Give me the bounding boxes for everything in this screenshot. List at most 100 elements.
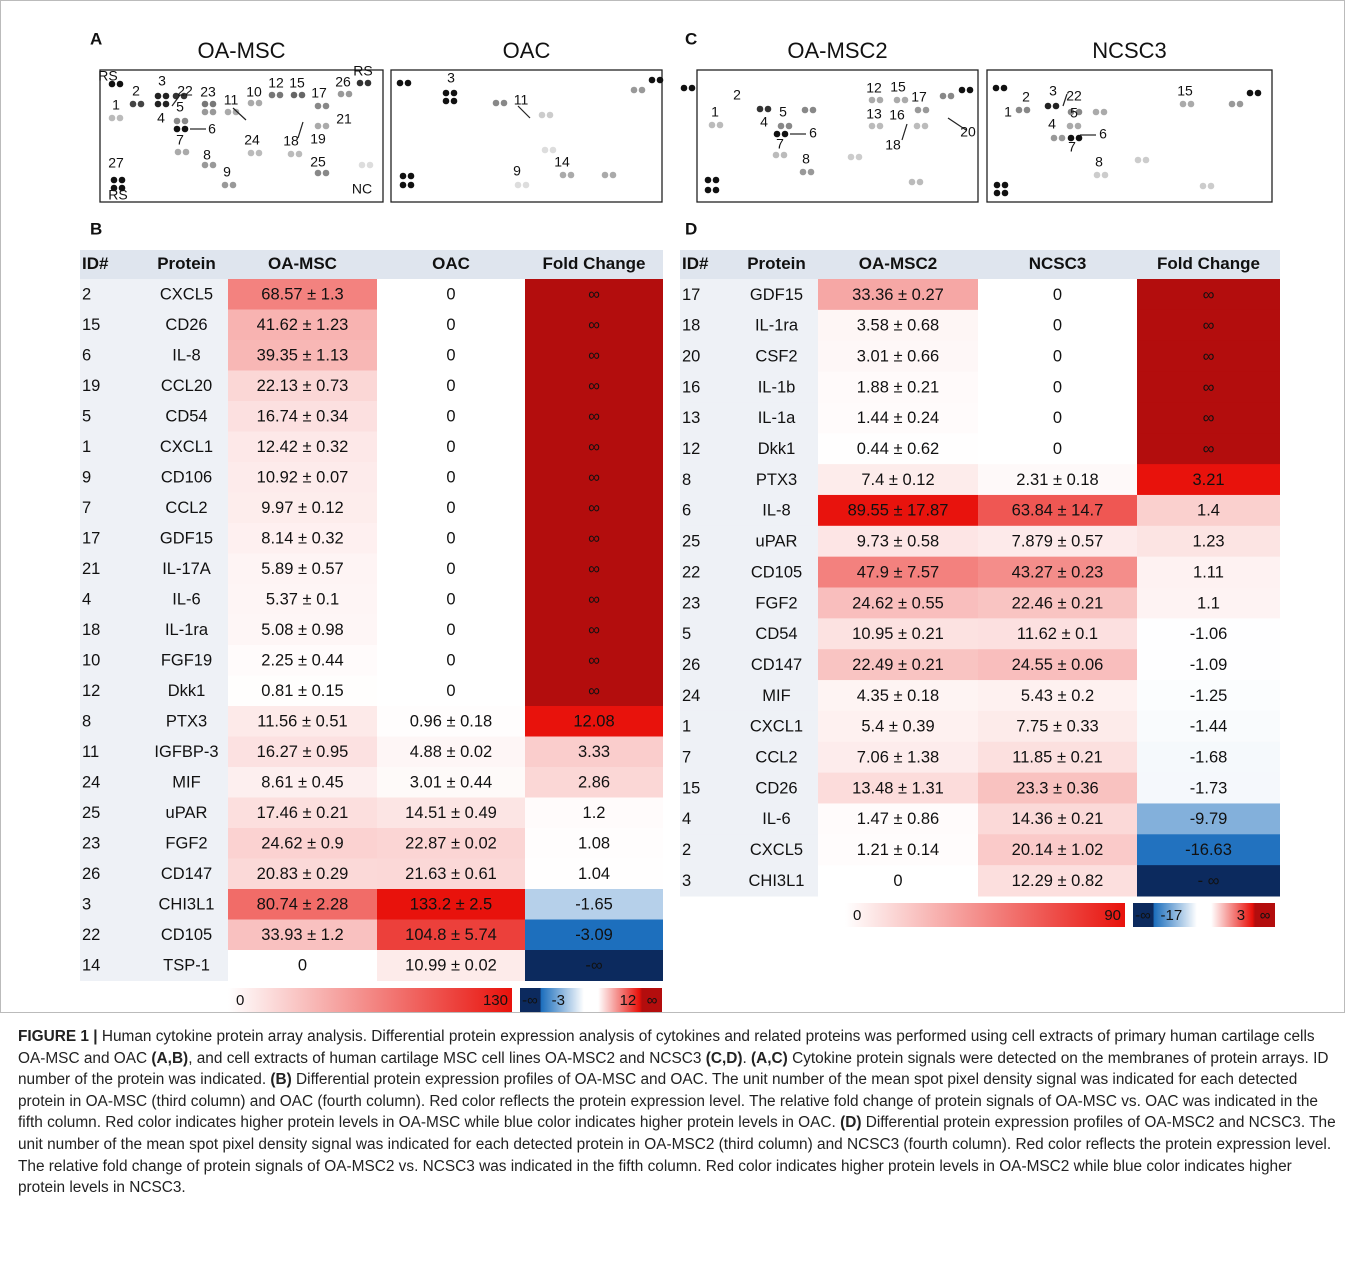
cell-text: 1.21 ± 0.14 bbox=[857, 841, 939, 859]
spot-label: 12 bbox=[268, 75, 284, 91]
cell-text: 9 bbox=[82, 469, 91, 487]
cell-text: 1.4 bbox=[1197, 502, 1220, 520]
cell-text: ∞ bbox=[1203, 347, 1215, 365]
cell-text: MIF bbox=[762, 687, 790, 705]
scale-label: 90 bbox=[1104, 907, 1121, 924]
fold-scale-label: 12 bbox=[620, 992, 637, 1009]
cell-text: 23 bbox=[82, 835, 100, 853]
spot-label: 9 bbox=[223, 164, 231, 180]
cell-text: 0 bbox=[446, 591, 455, 609]
column-header: Fold Change bbox=[1157, 254, 1260, 273]
spot-label: 3 bbox=[158, 73, 166, 89]
cell-text: 16.27 ± 0.95 bbox=[257, 743, 349, 761]
cell-text: 0 bbox=[1053, 409, 1062, 427]
array-spot bbox=[1059, 135, 1066, 142]
cell-text: FGF2 bbox=[755, 594, 797, 612]
cell-text: -1.09 bbox=[1190, 656, 1228, 674]
spot-label: 24 bbox=[244, 132, 260, 148]
cell-text: 80.74 ± 2.28 bbox=[257, 896, 349, 914]
fold-scale-label: -∞ bbox=[522, 992, 538, 1009]
figure: ABCDOA-MSCRS12322523467111012151726RS212… bbox=[0, 0, 1355, 1020]
cell-text: IGFBP-3 bbox=[154, 743, 218, 761]
array-spot bbox=[315, 103, 322, 110]
spot-label: 5 bbox=[176, 99, 184, 115]
cell-text: 104.8 ± 5.74 bbox=[405, 926, 497, 944]
cell-text: IL-1a bbox=[758, 409, 796, 427]
array-spot bbox=[299, 92, 306, 99]
cell-text: 11 bbox=[82, 743, 99, 761]
cell-text: 3.21 bbox=[1192, 471, 1224, 489]
spot-label: 21 bbox=[336, 111, 352, 127]
membrane-title: OAC bbox=[503, 38, 551, 63]
array-spot bbox=[367, 162, 374, 169]
cell-text: 2.25 ± 0.44 bbox=[261, 652, 343, 670]
array-spot bbox=[848, 154, 855, 161]
array-spot bbox=[1067, 123, 1074, 130]
array-spot bbox=[902, 97, 909, 104]
array-spot bbox=[1200, 183, 1207, 190]
array-spot bbox=[877, 97, 884, 104]
cell-text: 20.14 ± 1.02 bbox=[1012, 841, 1104, 859]
array-spot bbox=[288, 151, 295, 158]
array-spot bbox=[994, 190, 1001, 197]
cell-text: 1.23 bbox=[1192, 533, 1224, 551]
cell-text: CD26 bbox=[165, 316, 207, 334]
spot-label: 4 bbox=[157, 110, 165, 126]
array-spot bbox=[681, 85, 688, 92]
array-spot bbox=[568, 172, 575, 179]
cell-text: 22.87 ± 0.02 bbox=[405, 835, 497, 853]
array-spot bbox=[109, 115, 116, 122]
cell-text: CHI3L1 bbox=[749, 872, 805, 890]
spot-label: 5 bbox=[779, 104, 787, 120]
cell-text: Dkk1 bbox=[168, 682, 206, 700]
cell-text: 0 bbox=[446, 530, 455, 548]
array-spot bbox=[765, 106, 772, 113]
cell-text: IL-1b bbox=[758, 378, 796, 396]
cell-text: 4.35 ± 0.18 bbox=[857, 687, 939, 705]
spot-label: 15 bbox=[1177, 83, 1193, 99]
cell-text: 0 bbox=[446, 347, 455, 365]
array-spot bbox=[119, 177, 126, 184]
array-spot bbox=[757, 106, 764, 113]
cell-text: CCL20 bbox=[161, 377, 212, 395]
cell-text: IL-1ra bbox=[165, 621, 209, 639]
cell-text: -∞ bbox=[585, 957, 602, 975]
cell-text: 24.62 ± 0.9 bbox=[261, 835, 343, 853]
spot-label: 1 bbox=[711, 104, 719, 120]
spot-label: 1 bbox=[1004, 104, 1012, 120]
array-spot bbox=[183, 149, 190, 156]
array-spot bbox=[1016, 107, 1023, 114]
column-header: Protein bbox=[157, 254, 216, 273]
cell-text: ∞ bbox=[588, 591, 600, 609]
cell-text: 3.33 bbox=[578, 743, 610, 761]
cell-text: 5 bbox=[82, 408, 91, 426]
spot-label: RS bbox=[353, 63, 372, 79]
cell-text: 13 bbox=[682, 409, 700, 427]
cell-text: 39.35 ± 1.13 bbox=[257, 347, 349, 365]
cell-text: IL-8 bbox=[762, 502, 790, 520]
cell-text: -1.73 bbox=[1190, 779, 1228, 797]
spot-label: 8 bbox=[203, 147, 211, 163]
cell-text: 16 bbox=[682, 378, 700, 396]
column-header: ID# bbox=[682, 254, 709, 273]
cell-text: 0.81 ± 0.15 bbox=[261, 682, 343, 700]
cell-text: 20.83 ± 0.29 bbox=[257, 865, 349, 883]
cell-text: ∞ bbox=[588, 530, 600, 548]
expression-scale bbox=[228, 988, 512, 1012]
array-spot bbox=[773, 152, 780, 159]
array-spot bbox=[493, 100, 500, 107]
array-spot bbox=[705, 177, 712, 184]
array-spot bbox=[443, 98, 450, 105]
cell-text: -9.79 bbox=[1190, 810, 1228, 828]
panel-label: B bbox=[90, 219, 102, 238]
array-spot bbox=[705, 187, 712, 194]
fold-scale-label: 3 bbox=[1237, 907, 1245, 924]
cell-text: 0 bbox=[1053, 286, 1062, 304]
array-spot bbox=[1045, 103, 1052, 110]
fold-scale-label: ∞ bbox=[1260, 907, 1271, 924]
cell-text: 12 bbox=[682, 440, 700, 458]
array-spot bbox=[405, 80, 412, 87]
spot-label: 15 bbox=[890, 79, 906, 95]
cell-text: 25 bbox=[682, 533, 700, 551]
spot-label: 22 bbox=[1066, 88, 1082, 104]
